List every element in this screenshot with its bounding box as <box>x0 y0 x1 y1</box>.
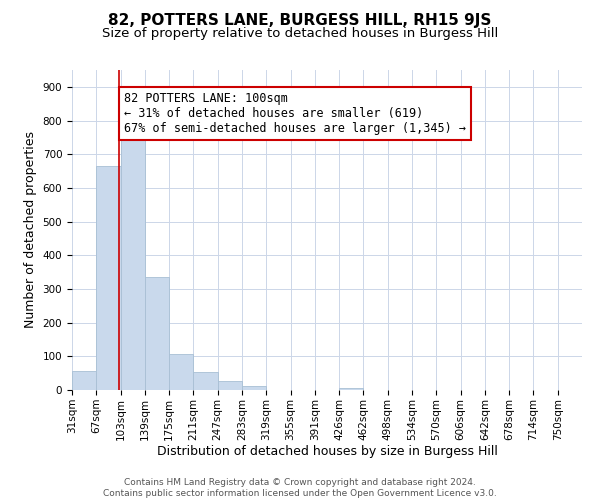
Bar <box>72 372 96 390</box>
Bar <box>242 386 266 390</box>
Bar <box>121 138 145 390</box>
X-axis label: Distribution of detached houses by size in Burgess Hill: Distribution of detached houses by size … <box>157 446 497 458</box>
Text: Size of property relative to detached houses in Burgess Hill: Size of property relative to detached ho… <box>102 28 498 40</box>
Bar <box>339 388 364 390</box>
Text: 82, POTTERS LANE, BURGESS HILL, RH15 9JS: 82, POTTERS LANE, BURGESS HILL, RH15 9JS <box>109 12 491 28</box>
Bar <box>96 166 121 390</box>
Bar <box>193 372 218 390</box>
Bar <box>218 381 242 390</box>
Bar <box>145 277 169 390</box>
Text: 82 POTTERS LANE: 100sqm
← 31% of detached houses are smaller (619)
67% of semi-d: 82 POTTERS LANE: 100sqm ← 31% of detache… <box>124 92 466 135</box>
Y-axis label: Number of detached properties: Number of detached properties <box>24 132 37 328</box>
Text: Contains HM Land Registry data © Crown copyright and database right 2024.
Contai: Contains HM Land Registry data © Crown c… <box>103 478 497 498</box>
Bar <box>169 354 193 390</box>
